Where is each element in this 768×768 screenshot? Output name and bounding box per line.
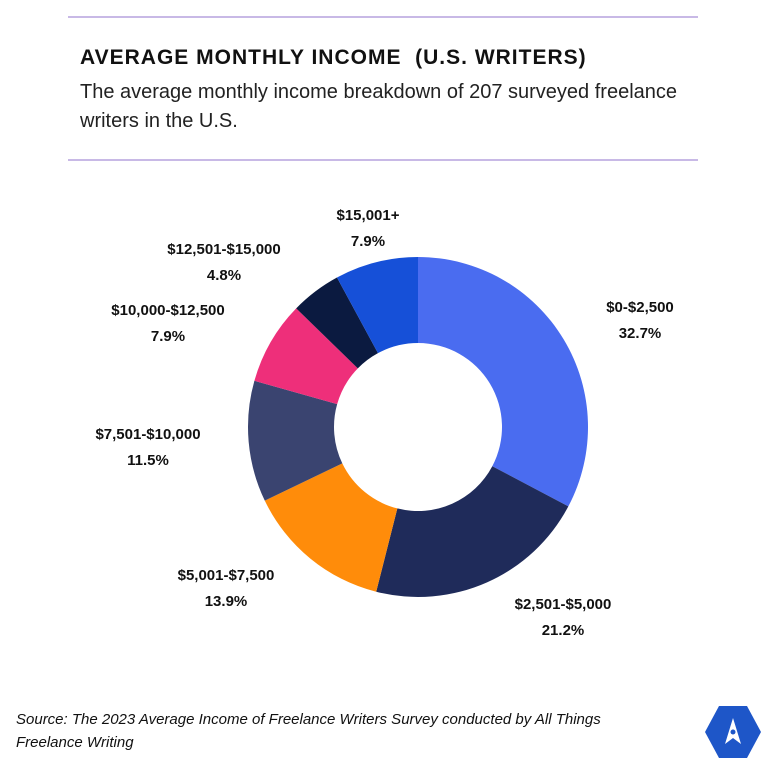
value-label: 4.8% bbox=[207, 267, 241, 284]
donut-slice bbox=[418, 257, 588, 507]
value-label: 7.9% bbox=[151, 328, 185, 345]
chart-title: AVERAGE MONTHLY INCOME (U.S. WRITERS) bbox=[80, 46, 587, 69]
donut-slice bbox=[296, 277, 378, 369]
value-label: 13.9% bbox=[205, 593, 248, 610]
divider bbox=[68, 16, 698, 18]
slice-label: $10,000-$12,500 bbox=[111, 302, 224, 319]
divider bbox=[68, 159, 698, 161]
donut-slice bbox=[264, 463, 398, 592]
value-label: 7.9% bbox=[351, 233, 385, 250]
slice-label: $7,501-$10,000 bbox=[95, 426, 200, 443]
donut-slice bbox=[254, 308, 358, 405]
donut-slice bbox=[336, 257, 418, 354]
slice-label: $15,001+ bbox=[337, 207, 400, 224]
donut-slice bbox=[247, 380, 343, 501]
donut-slice bbox=[376, 466, 569, 597]
logo bbox=[705, 706, 761, 758]
slice-label: $12,501-$15,000 bbox=[167, 241, 280, 258]
value-label: 32.7% bbox=[619, 325, 662, 342]
slice-label: $0-$2,500 bbox=[606, 299, 674, 316]
slice-label: $2,501-$5,000 bbox=[515, 596, 612, 613]
value-label: 11.5% bbox=[127, 452, 169, 469]
source-note: Source: The 2023 Average Income of Freel… bbox=[16, 711, 601, 751]
slice-label: $5,001-$7,500 bbox=[178, 567, 275, 584]
value-label: 21.2% bbox=[542, 622, 585, 639]
chart-subtitle: The average monthly income breakdown of … bbox=[80, 81, 678, 132]
